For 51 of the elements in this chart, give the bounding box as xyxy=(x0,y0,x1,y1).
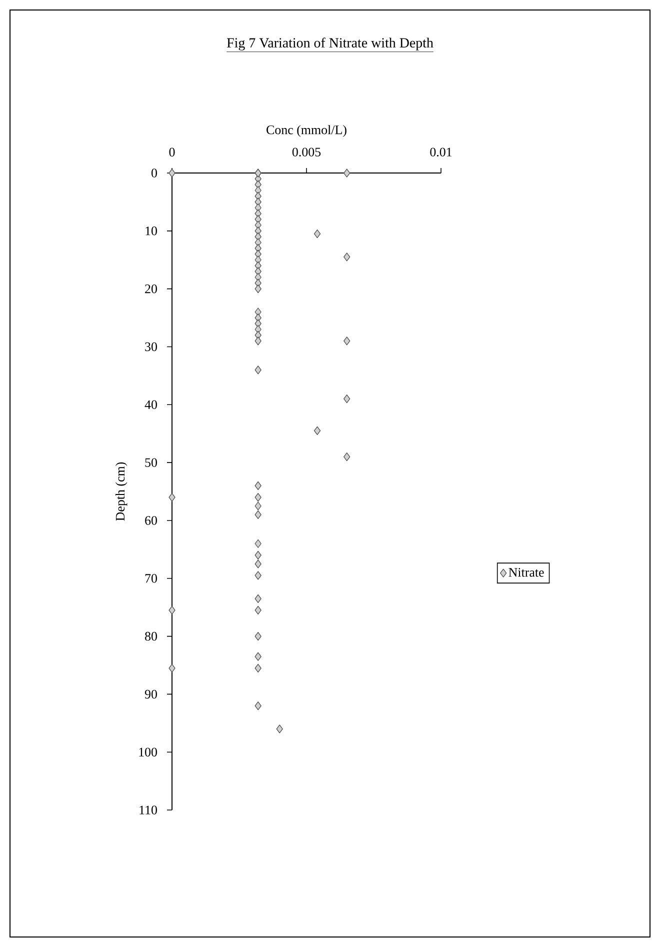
chart-title: Fig 7 Variation of Nitrate with Depth xyxy=(226,38,434,50)
y-tick-label: 50 xyxy=(145,458,157,467)
point xyxy=(344,252,350,262)
point xyxy=(254,539,262,548)
point xyxy=(254,502,262,510)
y-tick-label: 90 xyxy=(144,690,157,699)
point xyxy=(276,724,283,734)
y-tick-label: 80 xyxy=(145,632,157,641)
point xyxy=(254,192,262,200)
point xyxy=(344,336,350,346)
point xyxy=(314,426,321,436)
y-tick-label: 110 xyxy=(140,806,157,814)
point xyxy=(254,560,262,568)
point xyxy=(254,330,262,340)
legend-label: Nitrate xyxy=(508,568,544,577)
point xyxy=(254,594,262,603)
y-tick-label: 10 xyxy=(146,226,157,236)
point xyxy=(254,571,262,580)
point xyxy=(254,366,262,374)
point xyxy=(254,606,262,615)
point xyxy=(314,230,321,238)
y-axis-title: Depth (cm) xyxy=(115,462,128,521)
point xyxy=(168,168,176,178)
y-tick-label: 30 xyxy=(145,342,157,352)
y-tick-label: 20 xyxy=(145,284,157,294)
point xyxy=(254,550,262,560)
y-tick-label: 60 xyxy=(145,516,157,525)
y-tick-label: 70 xyxy=(145,574,157,583)
y-tick-label: 40 xyxy=(144,400,157,410)
point xyxy=(168,664,176,672)
point xyxy=(254,632,262,641)
point xyxy=(344,452,350,462)
y-tick-label: 0 xyxy=(152,168,157,178)
point xyxy=(254,284,262,294)
point xyxy=(254,493,262,502)
x-tick-label: 0.005 xyxy=(292,148,321,156)
point xyxy=(254,336,262,346)
x-tick-label: 0 xyxy=(169,148,175,156)
point xyxy=(344,168,350,178)
x-tick-label: 0.01 xyxy=(430,148,452,156)
point xyxy=(254,701,262,710)
y-tick-label: 100 xyxy=(139,748,157,756)
point xyxy=(254,261,262,270)
point xyxy=(254,664,262,672)
point xyxy=(254,652,262,661)
point xyxy=(344,394,350,404)
point xyxy=(254,481,262,490)
point xyxy=(254,510,262,519)
x-axis-title: Conc (mmol/L) xyxy=(266,125,346,137)
point xyxy=(168,493,176,502)
point xyxy=(168,606,176,615)
